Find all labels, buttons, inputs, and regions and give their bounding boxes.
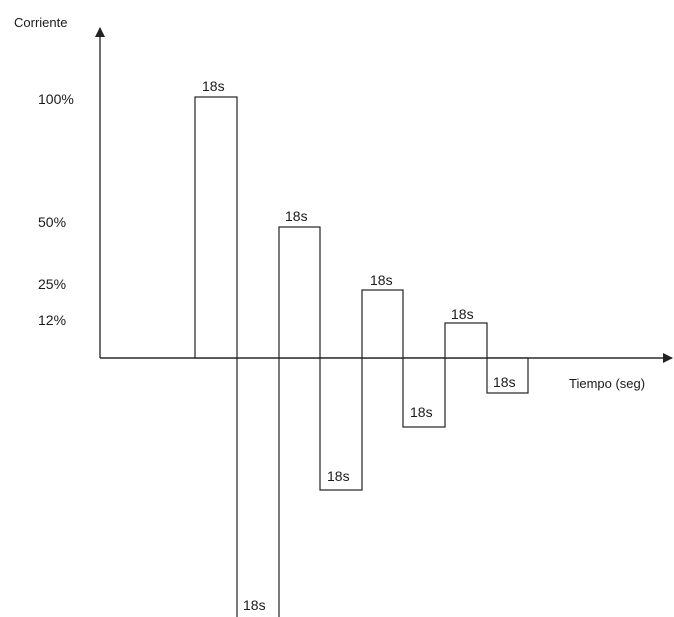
pulse-2-label: 18s xyxy=(243,597,266,613)
y-tick-100: 100% xyxy=(38,91,74,107)
pulse-4-negative xyxy=(319,357,363,491)
pulse-3-positive xyxy=(278,226,321,359)
pulse-7-positive xyxy=(444,322,488,359)
pulse-2-negative xyxy=(236,358,280,617)
pulse-4-label: 18s xyxy=(327,468,350,484)
pulses xyxy=(194,96,529,617)
pulse-8-negative xyxy=(486,357,529,394)
x-axis-label: Tiempo (seg) xyxy=(569,376,645,391)
pulse-5-positive xyxy=(361,289,404,359)
y-tick-25: 25% xyxy=(38,276,66,292)
pulse-1-positive xyxy=(194,96,238,359)
pulse-5-label: 18s xyxy=(370,272,393,288)
pulse-6-label: 18s xyxy=(410,404,433,420)
pulse-8-label: 18s xyxy=(493,374,516,390)
y-tick-50: 50% xyxy=(38,214,66,230)
y-tick-12: 12% xyxy=(38,312,66,328)
pulse-1-label: 18s xyxy=(202,78,225,94)
y-axis-label: Corriente xyxy=(14,15,67,30)
pulse-3-label: 18s xyxy=(285,208,308,224)
pulse-7-label: 18s xyxy=(451,306,474,322)
